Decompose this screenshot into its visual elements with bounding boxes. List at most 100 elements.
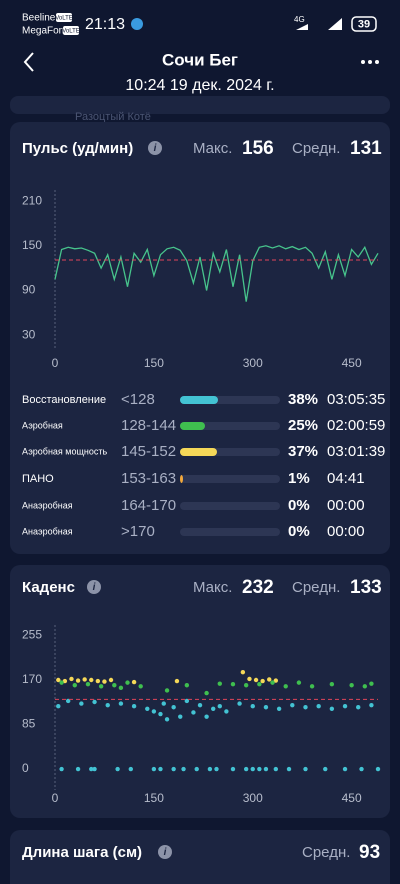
- y-tick-label: 150: [22, 238, 42, 252]
- cadence-point: [118, 685, 124, 691]
- info-icon[interactable]: [87, 580, 101, 594]
- zone-name: Аэробная: [22, 420, 63, 430]
- cadence-point: [263, 766, 269, 772]
- cadence-point: [72, 683, 77, 688]
- cadence-point: [253, 677, 259, 683]
- cadence-point: [118, 701, 124, 706]
- cadence-point: [191, 710, 196, 715]
- zone-time: 00:00: [327, 497, 365, 514]
- cadence-point: [138, 684, 143, 689]
- volte-badge: [56, 13, 72, 22]
- signal-icon: [296, 18, 342, 30]
- clock: 21:13: [85, 16, 125, 33]
- cadence-point: [56, 677, 61, 683]
- x-tick-label: 150: [144, 356, 164, 370]
- cadence-point: [230, 681, 236, 687]
- cadence-point: [290, 702, 295, 708]
- cadence-point: [342, 766, 348, 772]
- max-value: 156: [242, 138, 274, 159]
- zone-time: 03:01:39: [327, 443, 385, 460]
- cadence-card: [10, 565, 390, 818]
- avg-label: Средн.: [292, 140, 340, 157]
- cadence-point: [171, 705, 176, 710]
- volte-text: VoLTE: [62, 29, 80, 35]
- cadence-point: [85, 681, 91, 687]
- cadence-point: [125, 680, 130, 685]
- zone-name: Аэробная мощность: [22, 446, 108, 456]
- cadence-point: [197, 702, 203, 708]
- cadence-point: [128, 766, 134, 772]
- cadence-point: [296, 680, 302, 685]
- zone-percent: 0%: [288, 523, 310, 540]
- cadence-point: [214, 766, 219, 772]
- zone-track: [180, 422, 280, 430]
- stride-card: [10, 830, 390, 884]
- more-button[interactable]: [361, 60, 379, 64]
- info-icon[interactable]: [148, 141, 162, 155]
- cadence-point: [164, 688, 170, 693]
- zone-track: [180, 528, 280, 536]
- cadence-point: [145, 706, 150, 712]
- cadence-point: [82, 677, 87, 682]
- zone-time: 00:00: [327, 523, 365, 540]
- cadence-point: [204, 690, 209, 696]
- zone-percent: 25%: [288, 417, 318, 434]
- x-tick-label: 0: [52, 791, 59, 805]
- cadence-point: [75, 678, 81, 683]
- cadence-point: [95, 678, 101, 684]
- zone-percent: 0%: [288, 497, 310, 514]
- info-glyph: i: [93, 582, 96, 593]
- cadence-point: [230, 766, 236, 772]
- volte-badge: [63, 26, 79, 35]
- cadence-point: [59, 680, 64, 685]
- cadence-point: [329, 706, 335, 712]
- x-tick-label: 300: [243, 791, 263, 805]
- cadence-point: [89, 677, 94, 683]
- cadence-point: [273, 766, 279, 772]
- zone-range: 145-152: [121, 443, 176, 460]
- zone-bar: [180, 448, 217, 456]
- cadence-point: [323, 766, 328, 772]
- y-tick-label: 255: [22, 628, 42, 642]
- y-tick-label: 85: [22, 717, 36, 731]
- cadence-point: [273, 678, 279, 683]
- cadence-point: [270, 680, 275, 685]
- page-subtitle: 10:24 19 дек. 2024 г.: [125, 77, 274, 94]
- x-tick-label: 300: [243, 356, 263, 370]
- cadence-point: [75, 766, 81, 772]
- x-tick-label: 450: [342, 791, 362, 805]
- cadence-point: [184, 698, 190, 704]
- cadence-point: [356, 705, 361, 710]
- cadence-point: [240, 669, 246, 675]
- cadence-point: [164, 717, 170, 722]
- cadence-point: [102, 679, 107, 684]
- zone-bar: [180, 475, 183, 483]
- cadence-point: [257, 681, 262, 687]
- zone-time: 02:00:59: [327, 417, 385, 434]
- card-title: Длина шага (см): [22, 844, 142, 861]
- zone-percent: 38%: [288, 391, 318, 408]
- max-value: 232: [242, 577, 274, 598]
- avg-value: 131: [350, 138, 382, 159]
- cadence-point: [62, 678, 68, 684]
- cadence-point: [349, 683, 354, 688]
- cadence-point: [224, 709, 229, 714]
- zone-name: Анаэробная: [22, 500, 73, 510]
- cadence-point: [131, 703, 137, 709]
- cadence-point: [207, 766, 213, 772]
- cadence-point: [89, 766, 94, 772]
- card-edge: [10, 96, 390, 114]
- cadence-point: [286, 766, 292, 772]
- cadence-point: [158, 766, 163, 772]
- info-icon[interactable]: [158, 845, 172, 859]
- hr-line: [54, 245, 379, 302]
- cadence-point: [217, 681, 222, 686]
- cadence-point: [194, 766, 199, 772]
- back-button[interactable]: [23, 52, 34, 72]
- cadence-point: [174, 678, 180, 684]
- cadence-point: [105, 702, 110, 708]
- zone-name: ПАНО: [22, 473, 54, 485]
- cadence-point: [217, 703, 222, 709]
- avg-label: Средн.: [302, 844, 350, 861]
